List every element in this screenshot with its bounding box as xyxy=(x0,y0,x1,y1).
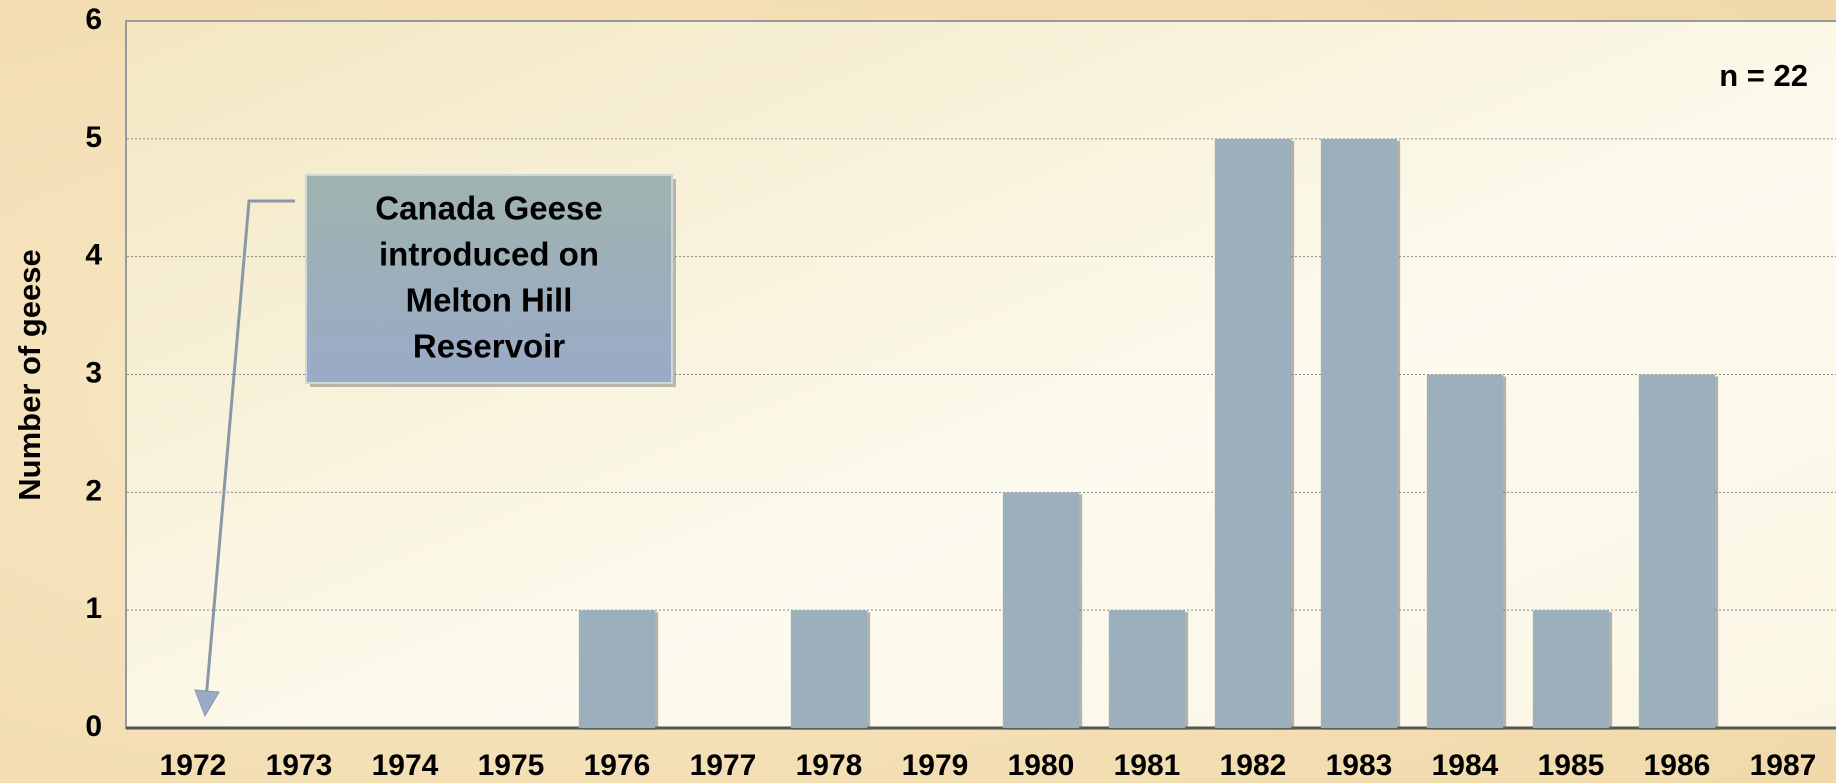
y-axis-label: Number of geese xyxy=(12,249,47,501)
y-tick-label: 4 xyxy=(85,239,102,272)
bar xyxy=(578,610,656,728)
bar xyxy=(1320,138,1398,729)
annotation-text: Canada Geese xyxy=(375,190,602,227)
x-tick-label: 1977 xyxy=(690,749,757,782)
y-tick-label: 2 xyxy=(85,474,102,507)
x-tick-label: 1976 xyxy=(584,749,651,782)
x-tick-label: 1983 xyxy=(1326,749,1393,782)
sample-size: n = 22 xyxy=(1719,58,1808,93)
bar xyxy=(1002,492,1080,728)
bar xyxy=(1532,610,1610,728)
annotation-text: Reservoir xyxy=(413,328,565,365)
annotation-text: introduced on xyxy=(379,236,599,273)
annotation-box xyxy=(305,174,673,384)
x-tick-label: 1984 xyxy=(1432,749,1499,782)
y-tick-label: 0 xyxy=(85,710,102,743)
y-tick-label: 1 xyxy=(85,592,102,625)
x-tick-label: 1974 xyxy=(372,749,439,782)
x-tick-label: 1978 xyxy=(796,749,863,782)
bar xyxy=(1638,374,1716,728)
x-tick-label: 1986 xyxy=(1644,749,1711,782)
bar xyxy=(1108,610,1186,728)
x-tick-label: 1982 xyxy=(1220,749,1287,782)
x-tick-label: 1980 xyxy=(1008,749,1075,782)
x-tick-label: 1979 xyxy=(902,749,969,782)
annotation-text: Melton Hill xyxy=(406,282,573,319)
annotation-arrow xyxy=(204,199,295,701)
x-tick-label: 1972 xyxy=(160,749,227,782)
y-tick-label: 6 xyxy=(85,3,102,36)
x-tick-label: 1981 xyxy=(1114,749,1181,782)
annotation: Canada Geese introduced on Melton Hill R… xyxy=(194,174,676,718)
bar xyxy=(790,610,868,728)
x-tick-label: 1975 xyxy=(478,749,545,782)
y-tick-label: 5 xyxy=(85,121,102,154)
bar xyxy=(1426,374,1504,728)
arrow-head xyxy=(194,689,220,718)
x-tick-label: 1987 xyxy=(1750,749,1817,782)
x-tick-label: 1973 xyxy=(266,749,333,782)
x-tick-label: 1985 xyxy=(1538,749,1605,782)
bar xyxy=(1214,138,1292,729)
y-tick-label: 3 xyxy=(85,356,102,389)
